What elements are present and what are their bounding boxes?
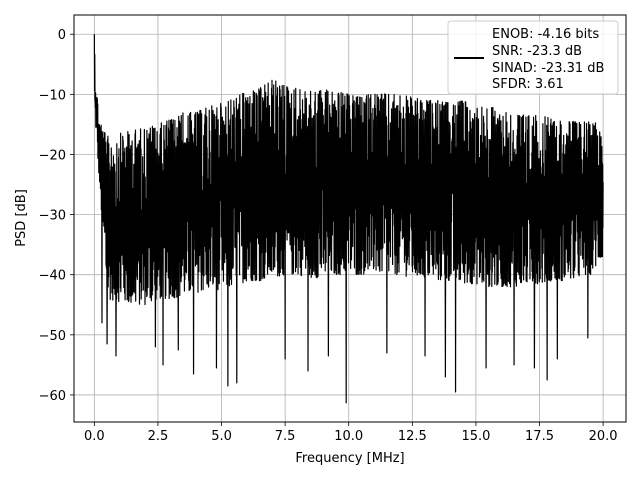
- x-tick-label: 12.5: [398, 429, 427, 444]
- legend-sfdr: SFDR: 3.61: [492, 77, 564, 92]
- y-tick-label: −40: [39, 269, 66, 284]
- x-tick-label: 7.5: [275, 429, 296, 444]
- x-axis-label: Frequency [MHz]: [295, 451, 404, 466]
- y-tick-label: −10: [39, 88, 66, 103]
- x-tick-label: 0.0: [84, 429, 105, 444]
- legend: ENOB: -4.16 bits SNR: -23.3 dB SINAD: -2…: [447, 20, 619, 95]
- psd-series: [93, 34, 604, 404]
- legend-sinad: SINAD: -23.31 dB: [492, 61, 604, 76]
- x-tick-label: 17.5: [525, 429, 554, 444]
- x-axis-ticks: 0.0 2.5 5.0 7.5 10.0 12.5 15.0 17.5 20.0: [84, 422, 618, 444]
- legend-box: [447, 20, 619, 95]
- x-tick-label: 10.0: [334, 429, 363, 444]
- y-axis-label: PSD [dB]: [14, 189, 29, 247]
- y-tick-label: 0: [58, 28, 66, 43]
- y-tick-label: −20: [39, 148, 66, 163]
- x-tick-label: 20.0: [589, 429, 618, 444]
- psd-line: [93, 34, 604, 404]
- x-tick-label: 5.0: [211, 429, 232, 444]
- plot-area: [93, 34, 604, 404]
- legend-enob: ENOB: -4.16 bits: [492, 27, 599, 42]
- x-tick-label: 2.5: [148, 429, 169, 444]
- y-tick-label: −60: [39, 389, 66, 404]
- y-tick-label: −30: [39, 209, 66, 224]
- x-tick-label: 15.0: [461, 429, 490, 444]
- plot-frame: [73, 14, 627, 423]
- y-axis-ticks: 0 −10 −20 −30 −40 −50 −60: [39, 28, 74, 404]
- y-tick-label: −50: [39, 329, 66, 344]
- legend-snr: SNR: -23.3 dB: [492, 44, 582, 59]
